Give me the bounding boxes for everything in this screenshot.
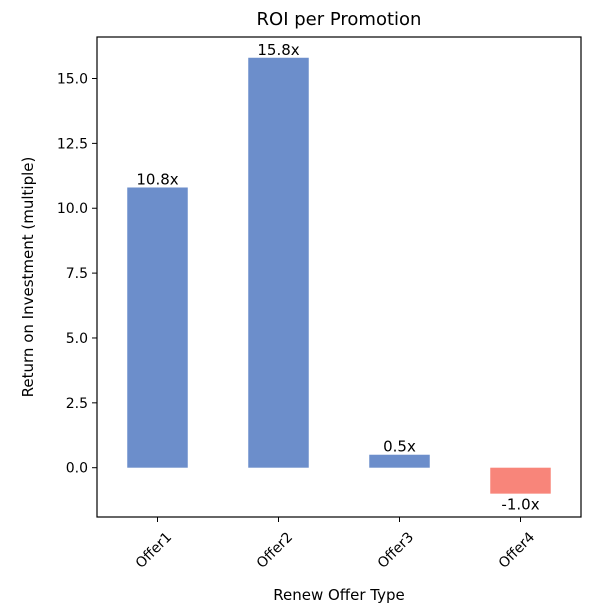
bar-offer3 [369, 454, 430, 468]
data-label-offer1: 10.8x [136, 170, 178, 188]
bar-offer2 [248, 57, 309, 468]
y-axis-ticks: 0.0 2.5 5.0 7.5 10.0 12.5 15.0 [57, 72, 97, 477]
x-axis-label: Renew Offer Type [273, 586, 405, 604]
y-tick-label: 10.0 [57, 201, 88, 217]
y-tick-label: 15.0 [57, 72, 88, 88]
x-tick-label-offer1: Offer1 [133, 529, 175, 571]
x-axis-ticks: Offer1 Offer2 Offer3 Offer4 [133, 517, 538, 572]
x-tick-label-offer4: Offer4 [496, 529, 538, 571]
bars-layer [127, 57, 551, 494]
data-label-offer3: 0.5x [383, 438, 416, 456]
data-label-offer4: -1.0x [501, 496, 539, 514]
y-tick-label: 12.5 [57, 136, 88, 152]
y-tick-label: 5.0 [66, 331, 88, 347]
y-tick-label: 7.5 [66, 266, 88, 282]
chart-title: ROI per Promotion [257, 9, 422, 30]
data-labels-layer: 10.8x 15.8x 0.5x -1.0x [136, 41, 539, 514]
x-tick-label-offer2: Offer2 [254, 529, 296, 571]
bar-offer4 [490, 467, 551, 494]
plot-frame [96, 36, 582, 518]
y-tick-label: 0.0 [66, 461, 88, 477]
data-label-offer2: 15.8x [257, 41, 299, 59]
y-tick-label: 2.5 [66, 396, 88, 412]
x-tick-label-offer3: Offer3 [375, 529, 417, 571]
bar-offer1 [127, 187, 188, 468]
y-axis-label: Return on Investment (multiple) [19, 157, 37, 398]
